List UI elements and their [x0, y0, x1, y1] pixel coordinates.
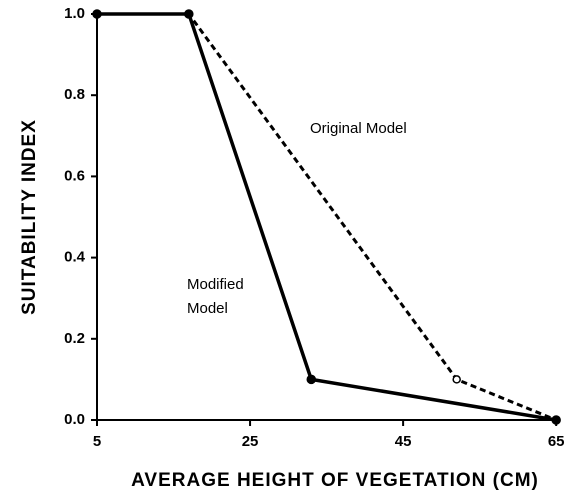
y-tick-label: 0.6 — [64, 167, 85, 184]
y-tick-label: 1.0 — [64, 5, 85, 22]
point — [306, 374, 317, 385]
y-tick-label: 0.4 — [64, 249, 86, 266]
y-axis-label: SUITABILITY INDEX — [19, 119, 40, 315]
x-tick-label: 45 — [395, 433, 412, 450]
annotation: Original Model — [310, 120, 407, 137]
x-tick-label: 5 — [93, 433, 101, 450]
series-line — [97, 12, 557, 422]
x-tick-label: 65 — [548, 433, 565, 450]
y-tick-label: 0.2 — [64, 330, 85, 347]
point — [92, 9, 102, 19]
y-tick-label: 0.8 — [64, 86, 85, 103]
series-line — [97, 12, 557, 422]
annotation: Modified — [187, 276, 244, 293]
x-axis-label: AVERAGE HEIGHT OF VEGETATION (CM) — [131, 470, 539, 491]
x-tick-label: 25 — [242, 433, 259, 450]
point — [452, 375, 461, 384]
point — [551, 415, 561, 425]
y-tick-label: 0.0 — [64, 411, 85, 428]
annotation: Model — [187, 300, 228, 317]
point — [184, 9, 194, 19]
